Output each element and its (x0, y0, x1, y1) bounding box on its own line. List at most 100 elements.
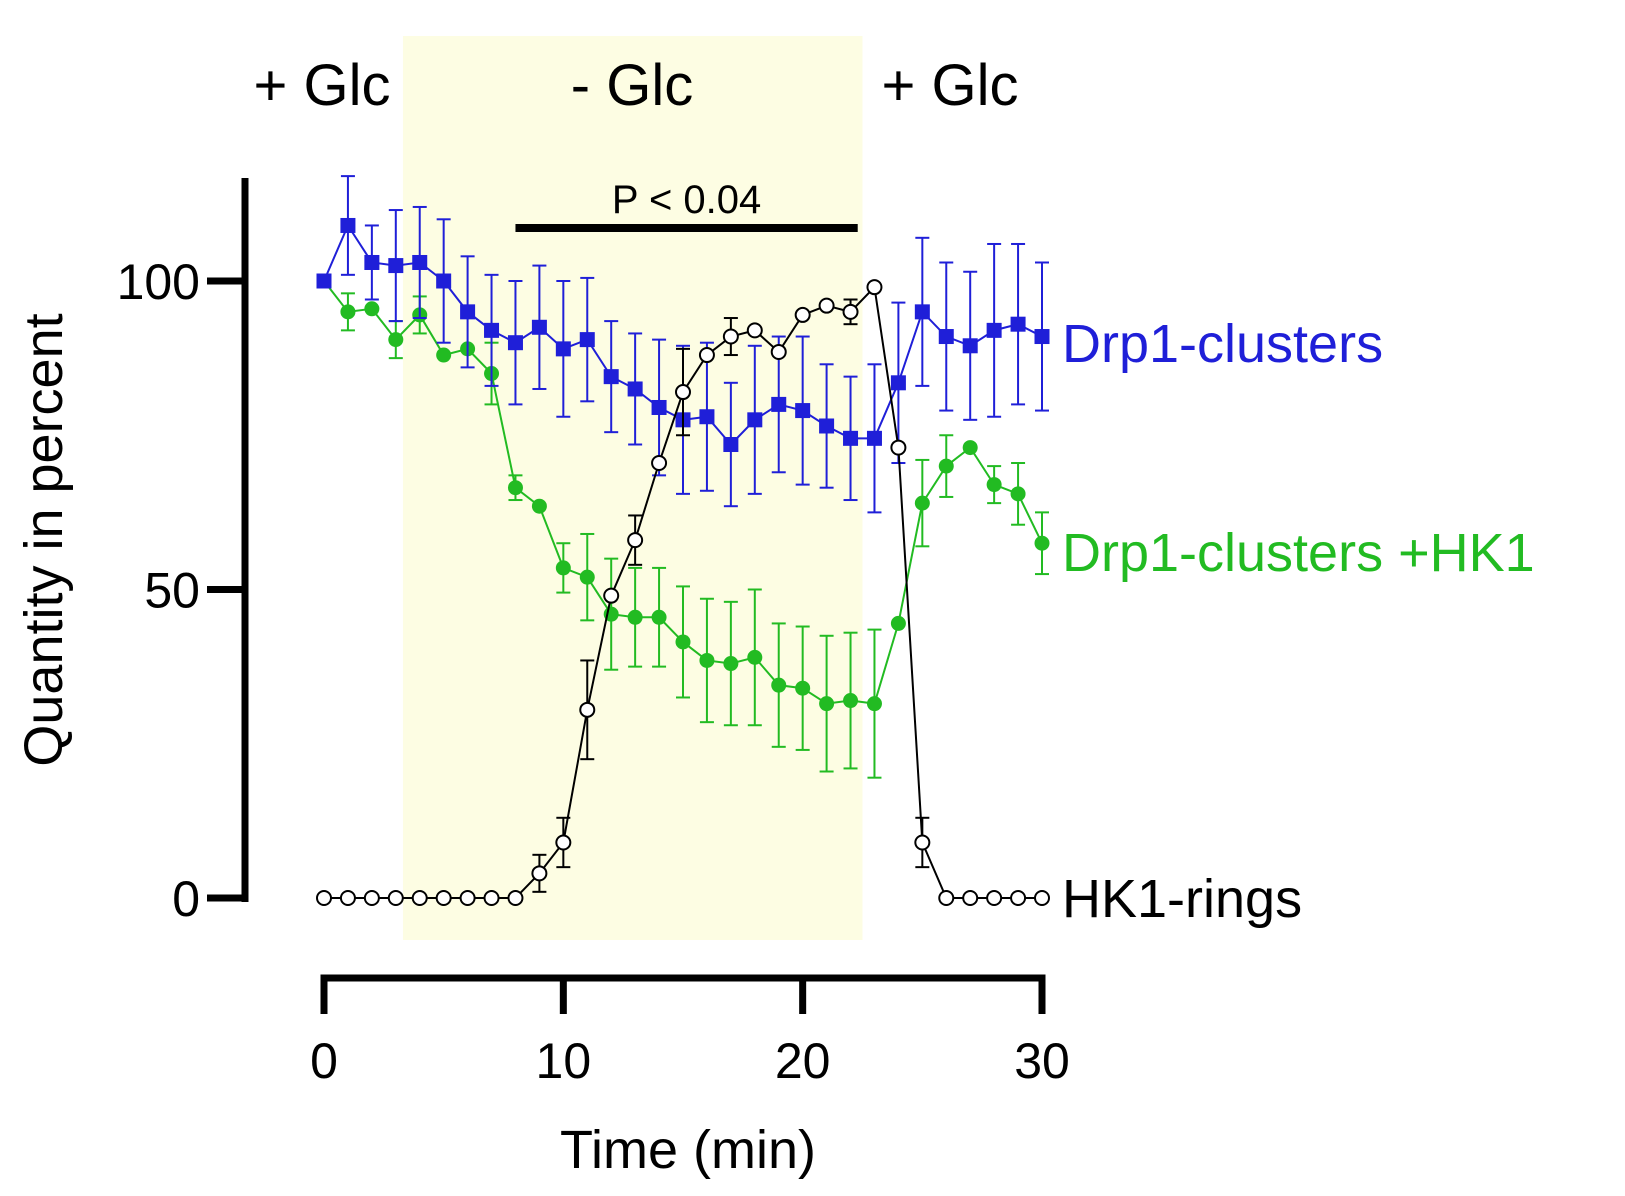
data-point (627, 609, 643, 625)
series-hk1-rings (316, 279, 1050, 906)
data-point (603, 587, 620, 604)
data-point (819, 418, 835, 434)
data-point (436, 273, 452, 289)
significance-label: P < 0.04 (612, 178, 761, 222)
data-point (843, 430, 859, 446)
data-point (818, 297, 835, 314)
data-point (723, 437, 739, 453)
data-point (914, 495, 930, 511)
data-point (866, 430, 882, 446)
data-point (819, 696, 835, 712)
phase-label: - Glc (571, 53, 693, 118)
data-point (842, 303, 859, 320)
x-tick-label: 0 (310, 1033, 338, 1089)
data-point (938, 329, 954, 345)
x-axis: 0 10 20 30 Time (min) (310, 974, 1070, 1180)
data-point (1034, 329, 1050, 345)
data-point (699, 409, 715, 425)
data-point (890, 615, 906, 631)
data-point (675, 384, 691, 401)
data-point (459, 890, 476, 906)
data-point (483, 890, 500, 906)
data-point (388, 258, 404, 274)
data-point (795, 680, 811, 696)
data-point (962, 338, 978, 354)
data-point (507, 890, 524, 906)
data-point (890, 439, 907, 456)
data-point (555, 834, 572, 851)
data-point (531, 498, 547, 514)
data-point (435, 890, 452, 906)
data-point (507, 480, 523, 496)
data-point (986, 322, 1002, 338)
data-point (388, 332, 404, 348)
data-point (1010, 316, 1026, 332)
data-point (555, 560, 571, 576)
x-tick-label: 10 (536, 1033, 592, 1089)
phase-labels: + Glc - Glc + Glc (254, 53, 1019, 118)
data-point (364, 254, 380, 270)
data-point (460, 304, 476, 320)
data-point (1010, 890, 1027, 906)
x-tick-label: 20 (775, 1033, 831, 1089)
data-point (962, 440, 978, 456)
data-point (340, 217, 356, 233)
phase-label: + Glc (882, 53, 1019, 118)
data-point (698, 347, 715, 364)
series-label: HK1-rings (1062, 869, 1302, 929)
data-point (962, 890, 979, 906)
series-drp1-clusters-hk1 (316, 273, 1050, 779)
data-point (579, 701, 596, 718)
data-point (746, 322, 763, 339)
data-point (603, 369, 619, 385)
data-point (794, 306, 811, 323)
data-point (651, 399, 667, 415)
data-point (699, 652, 715, 668)
data-point (339, 890, 356, 906)
data-point (795, 403, 811, 419)
data-point (387, 890, 404, 906)
data-point (723, 656, 739, 672)
data-point (843, 693, 859, 709)
data-point (316, 890, 332, 906)
data-point (938, 890, 955, 906)
x-tick-label: 30 (1014, 1033, 1070, 1089)
data-point (364, 301, 380, 317)
data-point (484, 322, 500, 338)
data-point (770, 343, 787, 360)
data-point (675, 634, 691, 650)
data-point (866, 696, 882, 712)
data-point (747, 649, 763, 665)
y-tick-label: 0 (172, 871, 200, 927)
data-point (771, 396, 787, 412)
data-point (579, 332, 595, 348)
data-point (507, 335, 523, 351)
series-label: Drp1-clusters (1062, 314, 1383, 374)
series-layer (316, 175, 1050, 906)
data-point (651, 609, 667, 625)
data-point (627, 532, 644, 549)
data-point (1034, 535, 1050, 551)
y-tick-label: 100 (117, 254, 200, 310)
glucose-free-region (402, 36, 863, 940)
data-point (722, 328, 739, 345)
significance-bar: P < 0.04 (515, 178, 858, 232)
data-point (986, 890, 1003, 906)
data-point (651, 455, 668, 472)
data-point (866, 279, 883, 296)
data-point (914, 834, 931, 851)
data-point (531, 319, 547, 335)
data-point (1034, 890, 1050, 906)
data-point (316, 273, 332, 289)
data-point (890, 375, 906, 391)
data-point (1010, 486, 1026, 502)
data-point (747, 412, 763, 428)
data-point (340, 304, 356, 320)
x-axis-label: Time (min) (560, 1120, 816, 1180)
series-label: Drp1-clusters +HK1 (1062, 523, 1535, 583)
data-point (363, 890, 380, 906)
data-point (579, 569, 595, 585)
data-point (627, 381, 643, 397)
y-axis: 0 50 100 Quantity in percent (14, 178, 249, 927)
